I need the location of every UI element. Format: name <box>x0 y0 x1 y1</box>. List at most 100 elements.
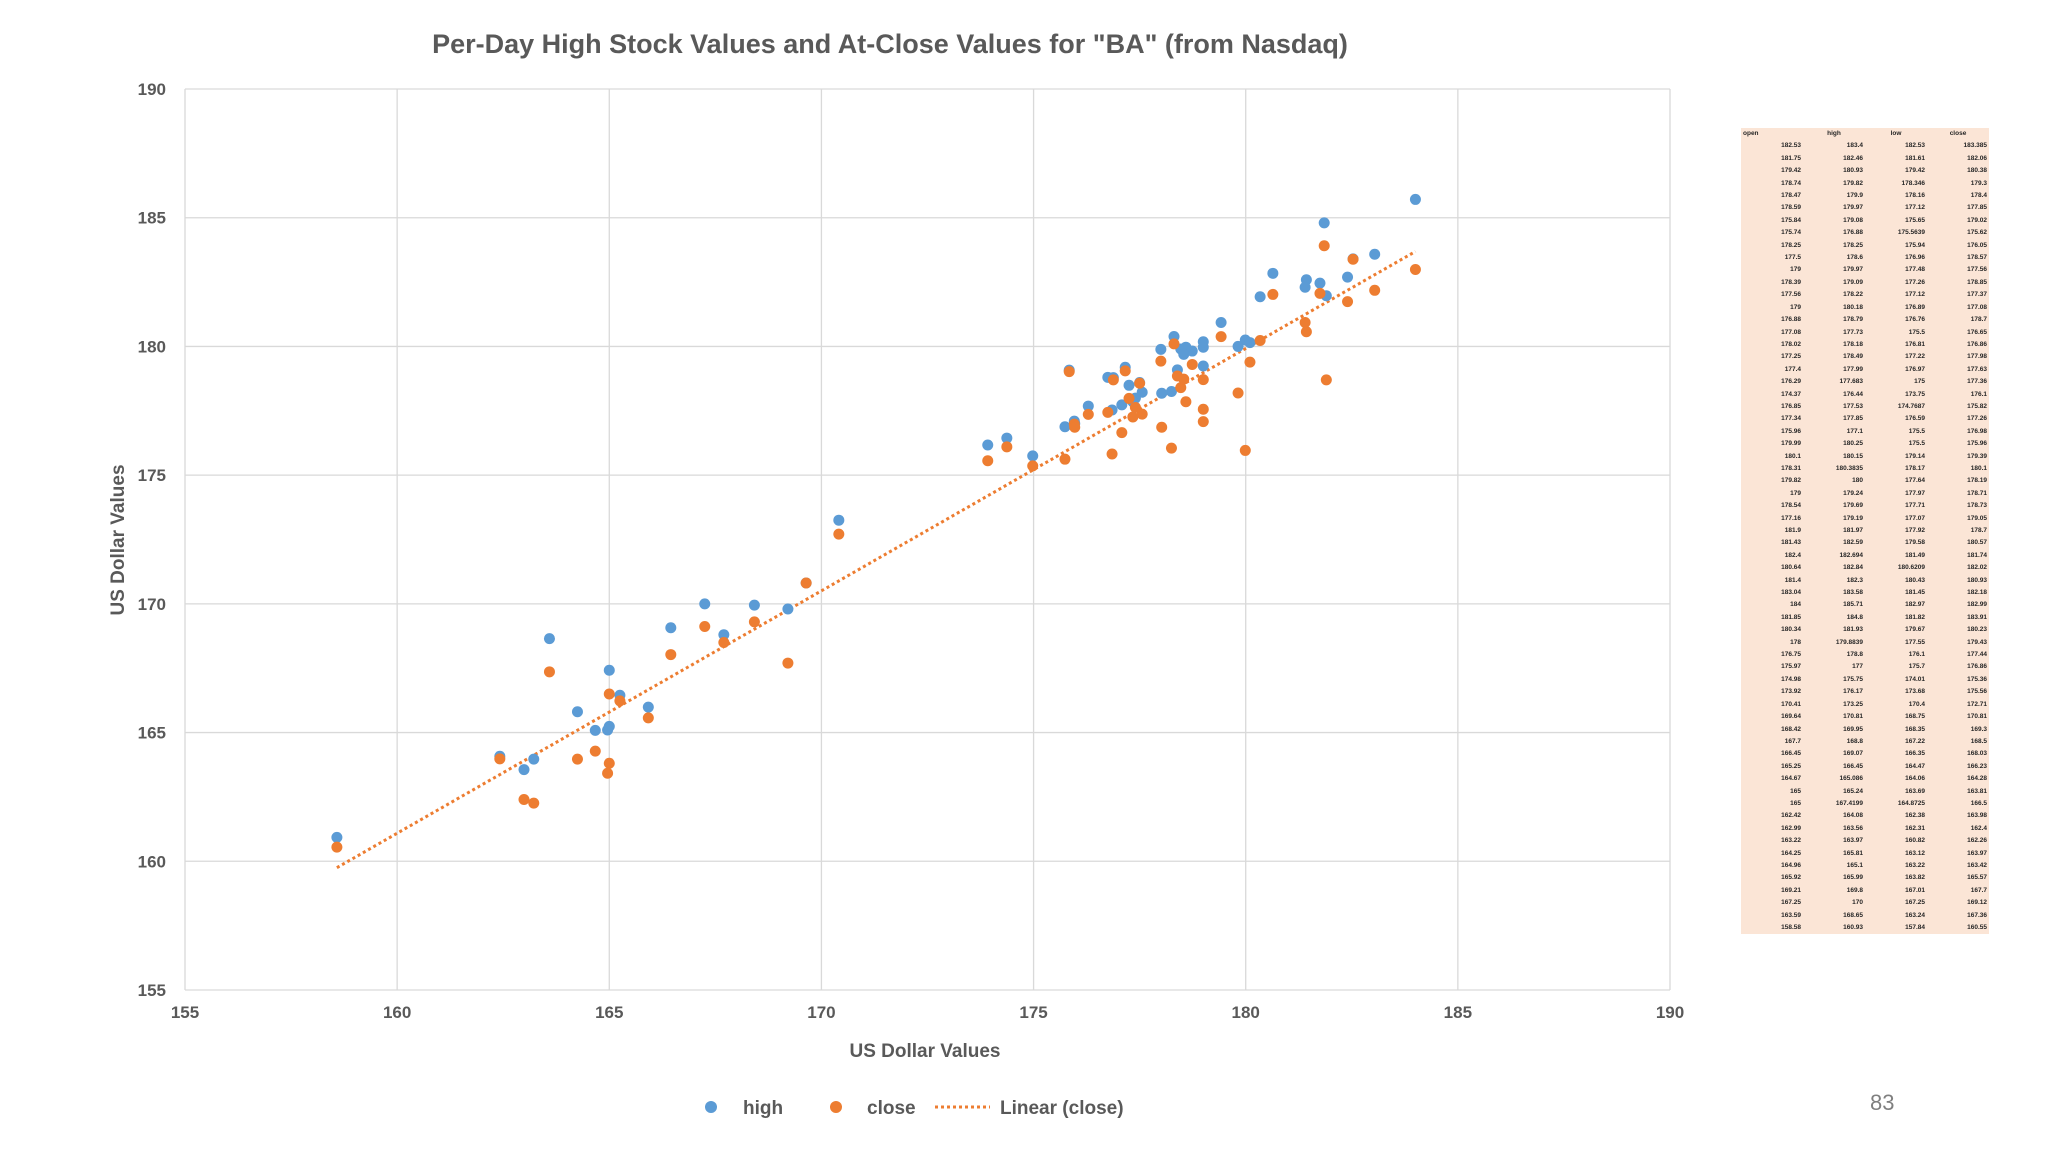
table-cell: 162.4 <box>1970 824 1987 832</box>
point-close <box>1063 366 1075 378</box>
table-cell: 180.43 <box>1905 576 1925 584</box>
table-cell: 181.74 <box>1967 551 1987 559</box>
table-cell: 181.45 <box>1905 589 1925 597</box>
table-row: 181.9 181.97 177.92 178.7 <box>1741 525 1989 537</box>
table-cell: 182.53 <box>1781 142 1801 150</box>
table-cell: 165.1 <box>1846 861 1863 869</box>
table-cell: 177.64 <box>1905 477 1925 485</box>
y-tick-label: 180 <box>138 337 166 356</box>
table-cell: 178.16 <box>1905 192 1925 200</box>
table-row: 167.7 168.8 167.22 168.5 <box>1741 736 1989 748</box>
table-cell: 164.25 <box>1781 849 1801 857</box>
table-cell: 178.17 <box>1905 464 1925 472</box>
table-row: 180.64 182.84 180.6209 182.02 <box>1741 562 1989 574</box>
table-cell: 169.8 <box>1846 886 1863 894</box>
table-cell: 176.05 <box>1967 241 1987 249</box>
table-cell: 169.07 <box>1843 750 1863 758</box>
table-cell: 168.35 <box>1905 725 1925 733</box>
table-header-close: close <box>1949 130 1967 137</box>
point-high <box>1232 340 1244 352</box>
table-cell: 162.26 <box>1967 837 1987 845</box>
table-cell: 177.07 <box>1905 514 1925 522</box>
table-cell: 179.97 <box>1843 204 1863 212</box>
point-high <box>1197 360 1209 372</box>
table-cell: 181.82 <box>1905 613 1925 621</box>
table-cell: 175 <box>1914 378 1925 386</box>
table-cell: 177.99 <box>1843 365 1863 373</box>
table-cell: 165.81 <box>1843 849 1863 857</box>
table-cell: 175.5 <box>1908 427 1925 435</box>
table-row: 165.92 165.99 163.82 165.57 <box>1741 872 1989 884</box>
table-cell: 178.31 <box>1781 464 1801 472</box>
table-cell: 182.3 <box>1846 576 1863 584</box>
grid <box>184 88 1671 991</box>
table-cell: 180.93 <box>1843 167 1863 175</box>
table-cell: 176.86 <box>1967 340 1987 348</box>
point-high <box>1314 277 1326 289</box>
table-cell: 169.12 <box>1967 899 1987 907</box>
table-cell: 178.47 <box>1781 192 1801 200</box>
table-cell: 178.6 <box>1846 254 1863 262</box>
point-close <box>1318 240 1330 252</box>
point-close <box>1175 382 1187 394</box>
table-cell: 180.15 <box>1843 452 1863 460</box>
table-cell: 163.56 <box>1843 824 1863 832</box>
table-cell: 163.81 <box>1967 787 1987 795</box>
table-row: 158.58 160.93 157.84 160.55 <box>1741 922 1989 934</box>
table-cell: 178.73 <box>1967 502 1987 510</box>
table-row: 164.67 165.086 164.06 164.28 <box>1741 773 1989 785</box>
table-cell: 167.36 <box>1967 911 1987 919</box>
point-close <box>1069 421 1081 433</box>
point-close <box>1082 408 1094 420</box>
point-close <box>543 666 555 678</box>
point-close <box>1197 416 1209 428</box>
point-close <box>1106 448 1118 460</box>
table-cell: 182.99 <box>1967 601 1987 609</box>
point-high <box>1254 291 1266 303</box>
point-high <box>528 753 540 765</box>
point-close <box>1155 355 1167 367</box>
point-high <box>543 633 555 645</box>
table-cell: 182.4 <box>1784 551 1801 559</box>
table-cell: 163.42 <box>1967 861 1987 869</box>
table-cell: 160.55 <box>1967 924 1987 931</box>
table-cell: 179.42 <box>1905 167 1925 175</box>
point-close <box>1129 401 1141 413</box>
table-cell: 180.18 <box>1843 303 1863 311</box>
table-cell: 158.58 <box>1781 924 1801 931</box>
table-cell: 177.53 <box>1843 402 1863 410</box>
table-cell: 176.1 <box>1908 651 1925 659</box>
table-cell: 162.42 <box>1781 812 1801 820</box>
table-row: 176.75 178.8 176.1 177.44 <box>1741 649 1989 661</box>
table-cell: 173.25 <box>1843 700 1863 708</box>
table-cell: 175.65 <box>1905 216 1925 224</box>
table-cell: 166.23 <box>1967 762 1987 770</box>
point-high <box>1369 248 1381 260</box>
point-close <box>1197 374 1209 386</box>
table-cell: 180 <box>1852 477 1863 485</box>
x-tick-label: 180 <box>1232 1003 1260 1022</box>
table-cell: 179.82 <box>1781 477 1801 485</box>
point-high <box>1123 379 1135 391</box>
point-close <box>1244 356 1256 368</box>
table-row: 177.08 177.73 175.5 176.65 <box>1741 327 1989 339</box>
table-row: 184 185.71 182.97 182.99 <box>1741 599 1989 611</box>
point-high <box>982 439 994 451</box>
table-cell: 163.22 <box>1905 861 1925 869</box>
table-cell: 170.41 <box>1781 700 1801 708</box>
table-row: 177.4 177.99 176.97 177.63 <box>1741 364 1989 376</box>
table-cell: 182.97 <box>1905 601 1925 609</box>
y-tick-label: 190 <box>138 80 166 99</box>
table-cell: 179.09 <box>1843 278 1863 286</box>
table-cell: 177.85 <box>1843 415 1863 423</box>
legend-close-label: close <box>867 1098 916 1119</box>
table-cell: 177.12 <box>1905 204 1925 212</box>
table-cell: 177.55 <box>1905 638 1925 646</box>
table-body: 182.53 183.4 182.53 183.385 181.75 182.46 181.… <box>1741 140 1989 934</box>
table-cell: 169.95 <box>1843 725 1863 733</box>
point-high <box>699 598 711 610</box>
chart-title: Per-Day High Stock Values and At-Close V… <box>432 29 1348 59</box>
table-cell: 179.67 <box>1905 626 1925 634</box>
point-close <box>642 712 654 724</box>
table-row: 173.92 176.17 173.68 175.56 <box>1741 686 1989 698</box>
